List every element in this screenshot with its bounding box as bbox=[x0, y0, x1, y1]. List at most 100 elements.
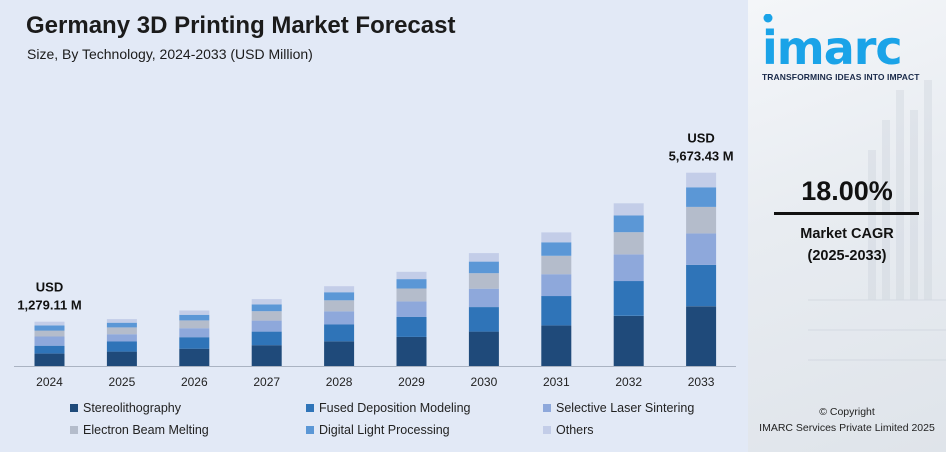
legend-label: Electron Beam Melting bbox=[83, 423, 209, 437]
total-label-currency-2033: USD bbox=[687, 131, 714, 146]
copyright-line: © Copyright bbox=[819, 406, 875, 418]
bar-segment-electron-beam-melting-2033 bbox=[686, 206, 717, 234]
bar-segment-fused-deposition-modeling-2025 bbox=[106, 341, 137, 352]
legend-swatch bbox=[306, 404, 314, 412]
legend-item-others: Others bbox=[543, 423, 594, 437]
x-tick-label-2033: 2033 bbox=[688, 375, 715, 389]
bar-segment-digital-light-processing-2030 bbox=[468, 261, 499, 274]
bar-segment-electron-beam-melting-2027 bbox=[251, 311, 282, 321]
decorative-background bbox=[808, 80, 946, 361]
legend-item-digital-light-processing: Digital Light Processing bbox=[306, 423, 450, 437]
bar-segment-electron-beam-melting-2032 bbox=[613, 232, 644, 255]
bar-segment-digital-light-processing-2029 bbox=[396, 279, 427, 289]
bar-segment-fused-deposition-modeling-2024 bbox=[34, 345, 65, 354]
bar-segment-digital-light-processing-2032 bbox=[613, 215, 644, 233]
legend-swatch bbox=[306, 426, 314, 434]
legend-swatch bbox=[543, 426, 551, 434]
x-tick-label-2028: 2028 bbox=[326, 375, 353, 389]
bar-segment-fused-deposition-modeling-2029 bbox=[396, 316, 427, 337]
bar-segment-digital-light-processing-2028 bbox=[324, 292, 355, 301]
bar-segment-stereolithography-2027 bbox=[251, 345, 282, 366]
legend-item-electron-beam-melting: Electron Beam Melting bbox=[70, 423, 209, 437]
legend-label: Fused Deposition Modeling bbox=[319, 401, 471, 415]
logo-mark: imarc bbox=[762, 13, 903, 75]
bar-segment-others-2026 bbox=[179, 310, 210, 315]
bar-segment-digital-light-processing-2024 bbox=[34, 325, 65, 331]
bar-segment-others-2033 bbox=[686, 172, 717, 188]
chart-title: Germany 3D Printing Market Forecast bbox=[26, 12, 456, 39]
cagr-divider bbox=[774, 212, 919, 215]
bar-segment-selective-laser-sintering-2027 bbox=[251, 320, 282, 332]
bar-segment-digital-light-processing-2027 bbox=[251, 304, 282, 312]
bar-segment-stereolithography-2032 bbox=[613, 315, 644, 366]
legend-label: Others bbox=[556, 423, 594, 437]
x-tick-label-2025: 2025 bbox=[109, 375, 136, 389]
legend-swatch bbox=[70, 426, 78, 434]
bar-segment-selective-laser-sintering-2026 bbox=[179, 328, 210, 338]
bar-segment-selective-laser-sintering-2031 bbox=[541, 274, 572, 297]
bar-segment-fused-deposition-modeling-2026 bbox=[179, 337, 210, 349]
legend-label: Selective Laser Sintering bbox=[556, 401, 695, 415]
bar-segment-stereolithography-2029 bbox=[396, 336, 427, 366]
legend-swatch bbox=[70, 404, 78, 412]
bar-segment-fused-deposition-modeling-2028 bbox=[324, 324, 355, 342]
bar-segment-electron-beam-melting-2024 bbox=[34, 330, 65, 337]
bar-segment-digital-light-processing-2026 bbox=[179, 314, 210, 321]
bar-segment-stereolithography-2031 bbox=[541, 325, 572, 366]
bar-segment-fused-deposition-modeling-2032 bbox=[613, 281, 644, 316]
bar-segment-others-2027 bbox=[251, 299, 282, 305]
bar-segment-electron-beam-melting-2026 bbox=[179, 320, 210, 329]
legend-label: Digital Light Processing bbox=[319, 423, 450, 437]
bar-segment-electron-beam-melting-2028 bbox=[324, 300, 355, 312]
bar-segment-others-2024 bbox=[34, 321, 65, 326]
x-tick-label-2029: 2029 bbox=[398, 375, 425, 389]
bar-segment-fused-deposition-modeling-2027 bbox=[251, 331, 282, 346]
bar-segment-stereolithography-2028 bbox=[324, 341, 355, 366]
bar-segment-selective-laser-sintering-2030 bbox=[468, 288, 499, 307]
bar-segment-fused-deposition-modeling-2033 bbox=[686, 264, 717, 307]
x-tick-label-2030: 2030 bbox=[471, 375, 498, 389]
bar-segment-selective-laser-sintering-2033 bbox=[686, 233, 717, 265]
bar-segment-electron-beam-melting-2030 bbox=[468, 273, 499, 289]
x-tick-label-2027: 2027 bbox=[253, 375, 280, 389]
bar-segment-others-2029 bbox=[396, 271, 427, 280]
bar-segment-stereolithography-2024 bbox=[34, 353, 65, 366]
cagr-value: 18.00% bbox=[801, 176, 893, 206]
logo-tagline: TRANSFORMING IDEAS INTO IMPACT bbox=[762, 72, 920, 82]
bar-segment-fused-deposition-modeling-2030 bbox=[468, 307, 499, 332]
x-tick-label-2032: 2032 bbox=[615, 375, 642, 389]
legend-label: Stereolithography bbox=[83, 401, 181, 415]
legend-swatch bbox=[543, 404, 551, 412]
bar-segment-others-2028 bbox=[324, 286, 355, 293]
chart-subtitle: Size, By Technology, 2024-2033 (USD Mill… bbox=[27, 46, 313, 62]
total-label-currency-2024: USD bbox=[36, 280, 63, 295]
chart-panel: Germany 3D Printing Market Forecast Size… bbox=[0, 0, 748, 452]
bar-segment-others-2025 bbox=[106, 319, 137, 323]
bar-segment-selective-laser-sintering-2029 bbox=[396, 301, 427, 317]
stacked-bar-chart: 2024 2025 2026 2027 2028 2029 2030 2031 2032 2033… bbox=[14, 131, 736, 389]
total-label-value-2024: 1,279.11 M bbox=[17, 298, 81, 313]
total-label-value-2033: 5,673.43 M bbox=[669, 149, 734, 164]
x-tick-label-2024: 2024 bbox=[36, 375, 63, 389]
bar-segment-stereolithography-2026 bbox=[179, 348, 210, 366]
legend-item-selective-laser-sintering: Selective Laser Sintering bbox=[543, 401, 694, 415]
bar-segment-digital-light-processing-2033 bbox=[686, 187, 717, 207]
logo-wordmark: imarc bbox=[762, 21, 902, 74]
bar-segment-selective-laser-sintering-2025 bbox=[106, 334, 137, 342]
bar-segment-others-2030 bbox=[468, 253, 499, 262]
legend-item-fused-deposition-modeling: Fused Deposition Modeling bbox=[306, 401, 470, 415]
x-tick-label-2026: 2026 bbox=[181, 375, 208, 389]
bar-segment-digital-light-processing-2031 bbox=[541, 242, 572, 256]
bar-segment-electron-beam-melting-2025 bbox=[106, 327, 137, 335]
bar-segment-stereolithography-2033 bbox=[686, 306, 717, 366]
bar-segment-electron-beam-melting-2029 bbox=[396, 288, 427, 302]
bar-segment-stereolithography-2030 bbox=[468, 331, 499, 366]
cagr-label: Market CAGR bbox=[800, 226, 894, 242]
bar-segment-others-2032 bbox=[613, 203, 644, 216]
x-tick-label-2031: 2031 bbox=[543, 375, 570, 389]
side-panel: imarc TRANSFORMING IDEAS INTO IMPACT 18.… bbox=[748, 0, 946, 452]
imarc-logo: imarc bbox=[758, 13, 938, 94]
bar-segment-selective-laser-sintering-2024 bbox=[34, 336, 65, 346]
copyright-owner: IMARC Services Private Limited 2025 bbox=[759, 422, 935, 434]
bar-segment-fused-deposition-modeling-2031 bbox=[541, 296, 572, 326]
